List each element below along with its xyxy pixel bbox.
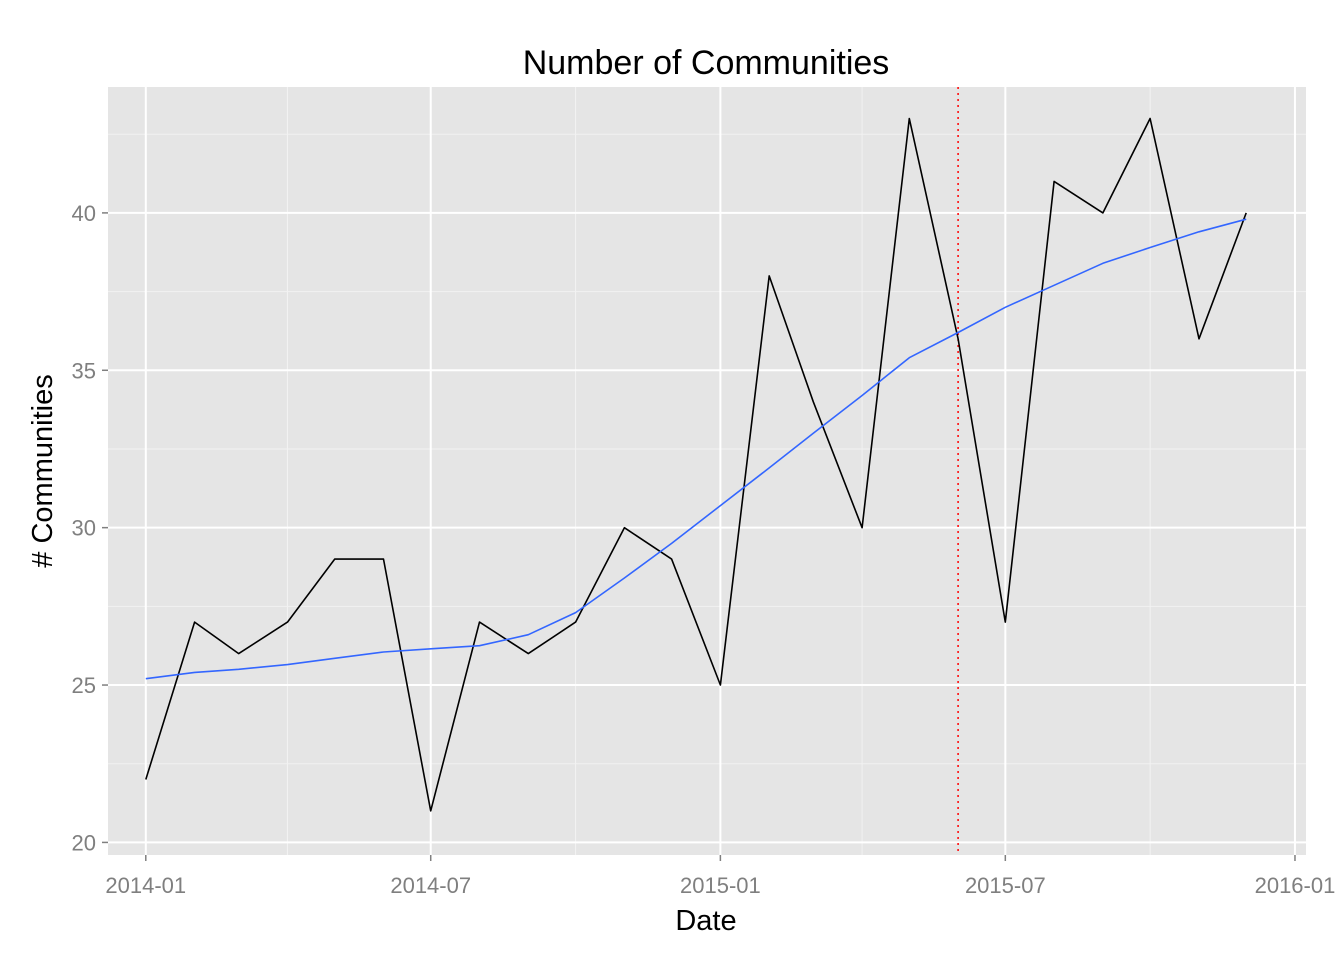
series-layer bbox=[145, 117, 1247, 812]
x-tick-label: 2015-07 bbox=[965, 873, 1046, 898]
y-tick-label: 30 bbox=[72, 516, 96, 541]
chart-title: Number of Communities bbox=[523, 44, 890, 82]
y-tick-label: 25 bbox=[72, 673, 96, 698]
x-tick-label: 2016-01 bbox=[1255, 873, 1336, 898]
plot-panel bbox=[108, 87, 1306, 855]
x-tick-label: 2014-01 bbox=[105, 873, 186, 898]
x-axis: 2014-01 2014-07 2015-01 2015-07 2016-01 bbox=[105, 855, 1335, 898]
y-axis-title: # Communities bbox=[27, 374, 59, 567]
data-line bbox=[145, 117, 1247, 812]
y-tick-label: 20 bbox=[72, 830, 96, 855]
x-tick-label: 2015-01 bbox=[680, 873, 761, 898]
grid-major bbox=[108, 87, 1306, 855]
x-tick-label: 2014-07 bbox=[390, 873, 471, 898]
y-axis: 20 25 30 35 40 bbox=[72, 201, 108, 855]
smooth-trend-line bbox=[145, 218, 1247, 680]
y-tick-label: 35 bbox=[72, 358, 96, 383]
x-axis-title: Date bbox=[675, 905, 736, 937]
y-tick-label: 40 bbox=[72, 201, 96, 226]
grid-minor bbox=[108, 87, 1306, 855]
